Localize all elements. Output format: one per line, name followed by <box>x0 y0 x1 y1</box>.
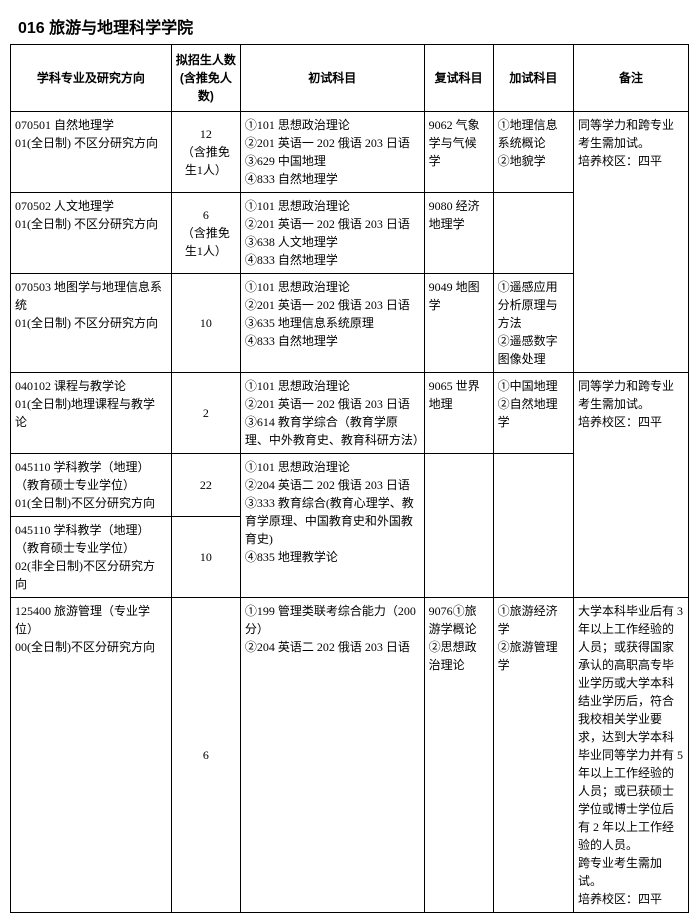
cell-num: 10 <box>171 517 240 598</box>
cell-major: 040102 课程与教学论 01(全日制)地理课程与教学论 <box>11 373 172 454</box>
cell-addexam <box>493 193 573 274</box>
cell-reexam: 9049 地图学 <box>424 274 493 373</box>
cell-exam: ①101 思想政治理论 ②204 英语二 202 俄语 203 日语 ③333 … <box>240 454 424 598</box>
cell-exam: ①101 思想政治理论 ②201 英语一 202 俄语 203 日语 ③629 … <box>240 112 424 193</box>
table-row: 070501 自然地理学 01(全日制) 不区分研究方向 12 （含推免生1人）… <box>11 112 689 193</box>
cell-reexam: 9065 世界地理 <box>424 373 493 454</box>
cell-major: 045110 学科教学（地理） （教育硕士专业学位） 02(非全日制)不区分研究… <box>11 517 172 598</box>
cell-num: 6 <box>171 598 240 913</box>
admission-table: 学科专业及研究方向 拟招生人数(含推免人数) 初试科目 复试科目 加试科目 备注… <box>10 44 689 913</box>
table-row: 125400 旅游管理（专业学位） 00(全日制)不区分研究方向 6 ①199 … <box>11 598 689 913</box>
cell-reexam <box>424 454 493 598</box>
cell-reexam: 9062 气象学与气候学 <box>424 112 493 193</box>
table-row: 040102 课程与教学论 01(全日制)地理课程与教学论 2 ①101 思想政… <box>11 373 689 454</box>
header-reexam: 复试科目 <box>424 45 493 112</box>
cell-exam: ①199 管理类联考综合能力（200分） ②204 英语二 202 俄语 203… <box>240 598 424 913</box>
header-exam: 初试科目 <box>240 45 424 112</box>
cell-num: 22 <box>171 454 240 517</box>
cell-addexam: ①旅游经济学 ②旅游管理学 <box>493 598 573 913</box>
cell-note: 同等学力和跨专业考生需加试。 培养校区：四平 <box>574 112 689 373</box>
cell-major: 045110 学科教学（地理） （教育硕士专业学位） 01(全日制)不区分研究方… <box>11 454 172 517</box>
cell-num: 10 <box>171 274 240 373</box>
cell-major: 125400 旅游管理（专业学位） 00(全日制)不区分研究方向 <box>11 598 172 913</box>
cell-major: 070501 自然地理学 01(全日制) 不区分研究方向 <box>11 112 172 193</box>
cell-major: 070503 地图学与地理信息系统 01(全日制) 不区分研究方向 <box>11 274 172 373</box>
header-addexam: 加试科目 <box>493 45 573 112</box>
cell-num: 2 <box>171 373 240 454</box>
header-num: 拟招生人数(含推免人数) <box>171 45 240 112</box>
header-major: 学科专业及研究方向 <box>11 45 172 112</box>
cell-note: 同等学力和跨专业考生需加试。 培养校区：四平 <box>574 373 689 598</box>
cell-addexam: ①遥感应用分析原理与方法 ②遥感数字图像处理 <box>493 274 573 373</box>
cell-num: 6 （含推免生1人） <box>171 193 240 274</box>
cell-num: 12 （含推免生1人） <box>171 112 240 193</box>
cell-exam: ①101 思想政治理论 ②201 英语一 202 俄语 203 日语 ③635 … <box>240 274 424 373</box>
header-note: 备注 <box>574 45 689 112</box>
cell-reexam: 9080 经济地理学 <box>424 193 493 274</box>
cell-reexam: 9076①旅游学概论 ②思想政治理论 <box>424 598 493 913</box>
cell-note: 大学本科毕业后有 3 年以上工作经验的人员；或获得国家承认的高职高专毕业学历或大… <box>574 598 689 913</box>
cell-addexam: ①中国地理 ②自然地理学 <box>493 373 573 454</box>
cell-exam: ①101 思想政治理论 ②201 英语一 202 俄语 203 日语 ③614 … <box>240 373 424 454</box>
cell-addexam: ①地理信息系统概论 ②地貌学 <box>493 112 573 193</box>
cell-addexam <box>493 454 573 598</box>
page-title: 016 旅游与地理科学学院 <box>18 14 689 38</box>
table-header-row: 学科专业及研究方向 拟招生人数(含推免人数) 初试科目 复试科目 加试科目 备注 <box>11 45 689 112</box>
cell-exam: ①101 思想政治理论 ②201 英语一 202 俄语 203 日语 ③638 … <box>240 193 424 274</box>
cell-major: 070502 人文地理学 01(全日制) 不区分研究方向 <box>11 193 172 274</box>
